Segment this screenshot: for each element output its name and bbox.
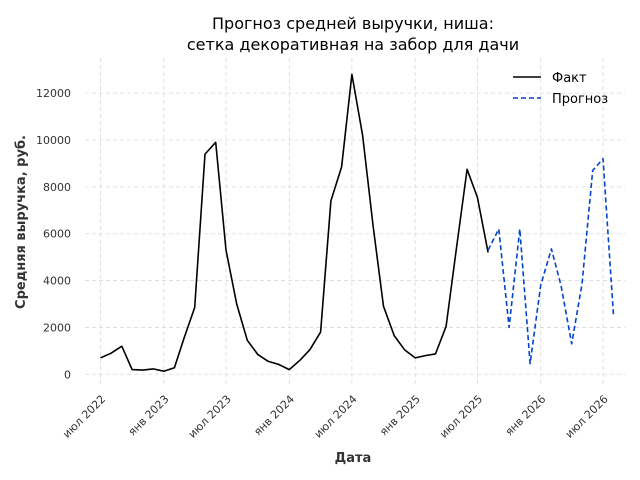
y-tick-label: 4000 xyxy=(43,275,71,288)
y-tick-label: 2000 xyxy=(43,321,71,334)
y-tick-label: 8000 xyxy=(43,181,71,194)
legend: Факт Прогноз xyxy=(513,71,608,107)
y-tick-label: 12000 xyxy=(36,87,71,100)
legend-label-forecast: Прогноз xyxy=(552,92,608,107)
y-tick-label: 0 xyxy=(64,368,71,381)
x-axis-label: Дата xyxy=(335,451,372,466)
series-line-forecast xyxy=(487,157,615,365)
series-line-fact xyxy=(100,73,489,373)
y-tick-label: 6000 xyxy=(43,228,71,241)
y-tick-label: 10000 xyxy=(36,134,71,147)
grid-lines xyxy=(85,58,625,386)
y-axis-label: Средняя выручка, руб. xyxy=(14,135,29,309)
chart-title-line-1: Прогноз средней выручки, ниша: xyxy=(212,14,494,33)
chart-title-line-2: сетка декоративная на забор для дачи xyxy=(187,35,519,54)
series-lines xyxy=(100,73,615,373)
legend-label-fact: Факт xyxy=(552,71,587,86)
